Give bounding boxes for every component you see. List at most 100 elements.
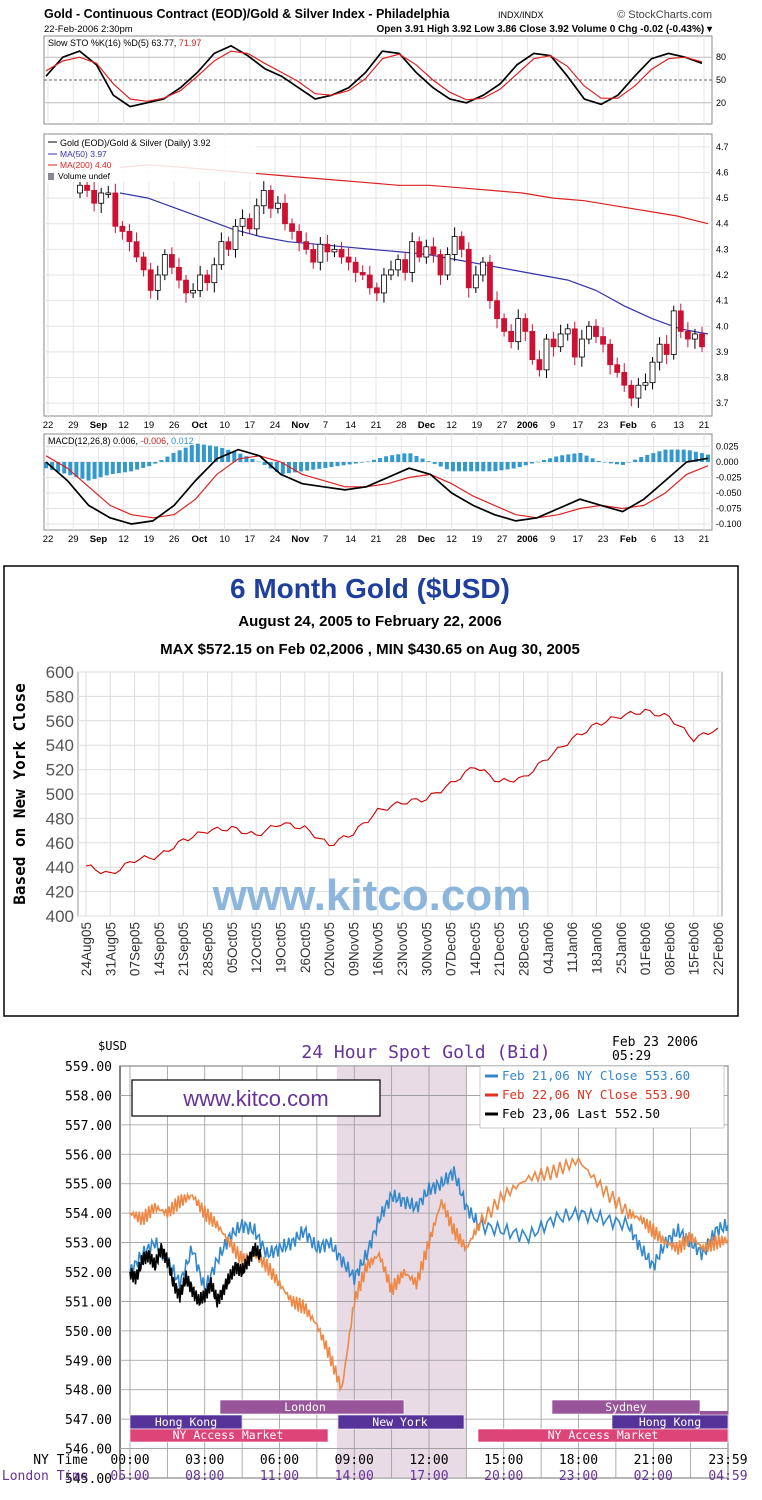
six-month-title: 6 Month Gold ($USD) [230, 573, 510, 604]
date-tick-label: 27 [497, 534, 508, 545]
date-tick-label: 6 [651, 420, 656, 431]
macd-hist-bar [226, 449, 231, 462]
price-panel: 4.7 4.6 4.5 4.4 4.3 4.2 4.1 4.0 3.9 3.8 3.7 Gold (… [43, 133, 729, 417]
legend-feb21: Feb 21,06 NY Close 553.60 [502, 1068, 690, 1083]
date-tick-label: Feb [620, 534, 637, 545]
macd-hist-bar [335, 462, 340, 467]
candle-body [91, 189, 98, 204]
macd-hist-bar [201, 444, 206, 462]
date-tick-label: 22 [43, 420, 54, 431]
macd-hist-bar [56, 462, 61, 472]
macd-hist-bar [122, 462, 127, 473]
sto-label: Slow STO %K(16) %D(5) 63.77, 71.97 [48, 38, 201, 48]
six-month-ytick: 460 [46, 834, 74, 853]
candle-body [84, 184, 90, 191]
legend-feb23: Feb 23,06 Last 552.50 [502, 1106, 660, 1121]
candle-body [317, 243, 324, 263]
six-month-ytick: 540 [46, 736, 74, 755]
candle-body [133, 241, 140, 258]
macd-hist-bar [317, 462, 322, 469]
date-tick-label: 19 [472, 420, 483, 431]
macd-hist-bar [487, 462, 492, 472]
spot-xtick-london: 08:00 [185, 1469, 224, 1484]
spot-ytick: 555.00 [65, 1178, 112, 1193]
macd-hist-bar [365, 461, 370, 463]
sto-panel: Slow STO %K(16) %D(5) 63.77, 71.97 80 50 2… [43, 35, 726, 125]
date-tick-label: 13 [673, 420, 684, 431]
six-month-xtick: 09Nov05 [346, 922, 361, 976]
macd-hist-bar [274, 462, 279, 473]
date-tick-label: Dec [418, 420, 435, 431]
six-month-xtick: 24Aug05 [79, 922, 94, 976]
candle-body [98, 192, 105, 204]
candle-body [663, 343, 670, 355]
spot-ytick: 545.00 [65, 1472, 112, 1487]
candle-body [423, 246, 430, 258]
candle-body [699, 333, 705, 348]
date-tick-label: 6 [651, 534, 656, 545]
macd-hist-bar [456, 462, 461, 472]
candle-body [105, 192, 112, 195]
x-london-prefix: London Time [2, 1469, 88, 1484]
market-london: London [284, 1400, 326, 1414]
date-tick-label: 21 [371, 420, 382, 431]
macd-line [45, 448, 709, 525]
candle-body [614, 364, 621, 373]
date-tick-label: 10 [219, 420, 230, 431]
macd-hist-bar [207, 445, 212, 462]
spot-xtick-london: 11:00 [260, 1469, 299, 1484]
macd-hist-bar [535, 461, 540, 463]
candle-body [529, 330, 536, 360]
spot-ytick: 552.00 [65, 1266, 112, 1281]
macd-label: MACD(12,26,8) 0.006, -0.006, 0.012 [48, 436, 194, 446]
macd-hist-bar [286, 462, 291, 474]
macd-hist-bar [341, 462, 346, 466]
date-tick-label: 19 [472, 534, 483, 545]
price-legend-main: Gold (EOD)/Gold & Silver (Daily) 3.92 [60, 138, 211, 148]
sc-symbol: INDX/INDX [498, 10, 544, 20]
legend-feb22: Feb 22,06 NY Close 553.90 [502, 1087, 690, 1102]
spot-xtick-ny: 09:00 [335, 1453, 374, 1468]
date-tick-label: 17 [573, 420, 584, 431]
spot-ytick: 546.00 [65, 1443, 112, 1458]
price-legend-ma50: MA(50) 3.97 [60, 149, 107, 159]
macd-hist-bar [627, 462, 632, 463]
six-month-ytick: 580 [46, 687, 74, 706]
macd-hist-bar [493, 462, 498, 472]
candle-body [522, 318, 529, 332]
candle-body [168, 254, 175, 268]
candle-body [472, 274, 479, 289]
candle-body [564, 328, 571, 335]
price-tick-label: 3.9 [716, 347, 729, 357]
price-tick-label: 4.3 [716, 244, 729, 254]
six-month-xtick: 28Sep05 [201, 922, 216, 976]
macd-hist-bar [687, 450, 692, 462]
six-month-xtick: 08Feb06 [662, 922, 677, 975]
macd-hist-bar [116, 462, 121, 474]
spot-timestamp-time: 05:29 [612, 1049, 651, 1064]
macd-hist-bar [566, 454, 571, 462]
date-tick-label: 28 [396, 420, 407, 431]
six-month-ytick: 600 [46, 663, 74, 682]
macd-hist-bar [141, 462, 146, 468]
candle-body [253, 205, 260, 230]
date-tick-label: Sep [90, 420, 108, 431]
candle-body [684, 330, 691, 340]
macd-hist-bar [469, 462, 474, 472]
candle-body [331, 248, 338, 253]
candle-body [197, 274, 204, 291]
candle-body [381, 274, 387, 294]
six-month-xtick: 22Feb06 [711, 922, 726, 975]
price-tick-label: 4.7 [716, 142, 729, 152]
candle-body [458, 236, 465, 250]
candle-body [692, 333, 698, 340]
candle-body [670, 310, 677, 355]
six-month-price-line [85, 708, 719, 875]
spot-xtick-ny: 12:00 [409, 1453, 448, 1468]
spot-xtick-london: 20:00 [484, 1469, 523, 1484]
candle-body [409, 241, 416, 273]
date-tick-label: 23 [598, 534, 609, 545]
candle-body [246, 218, 253, 230]
candle-body [607, 343, 614, 366]
six-month-maxmin: MAX $572.15 on Feb 02,2006 , MIN $430.65… [160, 641, 580, 658]
